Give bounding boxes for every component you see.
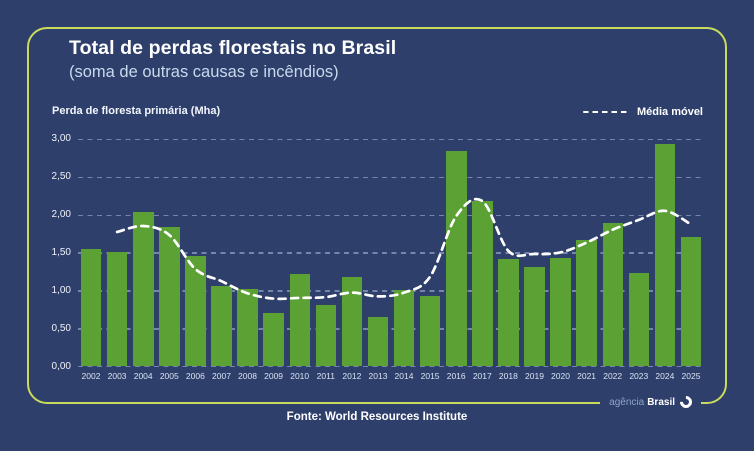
bar-2012 [341, 276, 363, 366]
x-tick-label: 2005 [159, 371, 179, 381]
x-tick-label: 2002 [81, 371, 101, 381]
source-label: Fonte: [286, 411, 322, 423]
logo-circle-icon [677, 393, 695, 411]
dashed-line-icon [582, 110, 629, 114]
x-tick-label: 2024 [655, 371, 675, 381]
x-tick-label: 2007 [212, 371, 231, 381]
x-tick-label: 2004 [133, 371, 153, 381]
bar-2004 [133, 211, 154, 366]
bar-2025 [680, 236, 702, 366]
grid-line [78, 176, 704, 179]
x-tick-label: 2006 [185, 371, 205, 381]
x-tick-label: 2010 [290, 371, 310, 381]
bar-2018 [498, 259, 519, 366]
x-tick-label: 2025 [681, 371, 701, 381]
bar-2019 [524, 266, 545, 366]
source-line: Fonte: World Resources Institute [0, 411, 754, 423]
bar-2007 [211, 285, 232, 366]
x-tick-label: 2022 [603, 371, 623, 381]
agencia-brasil-logo: agência Brasil [600, 393, 701, 411]
grid-line [78, 138, 704, 141]
grid-line [78, 328, 704, 330]
bar-2017 [472, 201, 493, 366]
bar-2009 [263, 313, 284, 366]
bar-2015 [419, 296, 441, 366]
source-name: World Resources Institute [325, 411, 468, 423]
bar-2006 [185, 256, 206, 366]
chart-title: Total de perdas florestais no Brasil [69, 37, 397, 59]
x-tick-label: 2008 [238, 371, 257, 381]
moving-average-line [115, 197, 693, 301]
logo-text-prefix: agência [609, 396, 645, 408]
bar-2021 [576, 240, 597, 366]
bar-2008 [237, 288, 258, 366]
bar-2022 [602, 222, 623, 366]
bar-2024 [654, 144, 676, 366]
legend-label: Média móvel [636, 106, 703, 118]
legend: Média móvel [582, 106, 703, 118]
x-tick-label: 2013 [368, 371, 388, 381]
x-tick-label: 2019 [525, 371, 544, 381]
grid-line [78, 214, 704, 216]
x-tick-label: 2021 [577, 371, 597, 381]
bar-2003 [106, 252, 128, 366]
logo-text-suffix: Brasil [647, 396, 675, 408]
x-tick-label: 2014 [394, 371, 414, 381]
x-tick-label: 2017 [472, 371, 492, 381]
infographic-card: Total de perdas florestais no Brasil (so… [27, 27, 727, 411]
grid-line [78, 252, 704, 254]
x-tick-label: 2023 [629, 371, 649, 381]
x-tick-label: 2012 [342, 371, 362, 381]
y-tick-label: 2,00 [51, 209, 71, 221]
chart-plot-area [78, 127, 704, 368]
chart-subtitle: (soma de outras causas e incêndios) [69, 63, 339, 81]
x-tick-label: 2015 [420, 371, 440, 381]
bar-2005 [159, 226, 180, 366]
y-tick-label: 0,50 [51, 322, 71, 334]
bar-2020 [550, 257, 571, 366]
x-tick-label: 2020 [551, 371, 570, 381]
x-tick-label: 2018 [498, 371, 518, 381]
bar-2023 [628, 272, 649, 366]
grid-line [78, 290, 704, 292]
bar-2011 [315, 305, 336, 366]
y-axis-title: Perda de floresta primária (Mha) [52, 105, 221, 117]
bar-2014 [393, 290, 415, 366]
x-tick-label: 2016 [446, 371, 466, 381]
x-tick-label: 2009 [264, 371, 284, 381]
y-tick-label: 2,50 [51, 171, 71, 183]
y-tick-label: 0,00 [51, 360, 71, 372]
bar-2002 [80, 248, 102, 366]
bar-2013 [367, 316, 389, 366]
grid-line [78, 366, 704, 368]
bar-2016 [446, 151, 467, 366]
y-tick-label: 3,00 [51, 133, 71, 145]
x-tick-label: 2011 [316, 371, 335, 381]
chart-header: Total de perdas florestais no Brasil (so… [69, 37, 396, 82]
y-tick-label: 1,50 [51, 246, 71, 258]
y-tick-label: 1,00 [51, 284, 71, 296]
x-tick-label: 2003 [107, 371, 127, 381]
